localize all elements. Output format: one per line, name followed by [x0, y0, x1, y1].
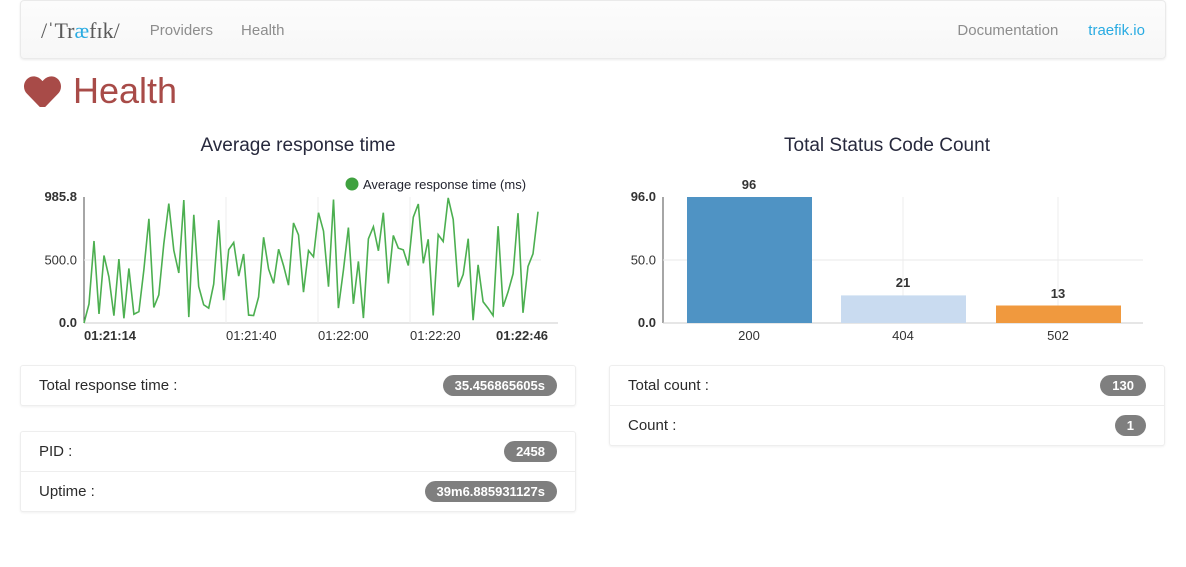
svg-text:96: 96 [742, 177, 756, 192]
svg-text:404: 404 [892, 328, 914, 343]
svg-text:01:22:20: 01:22:20 [410, 328, 461, 343]
svg-text:Average response time (ms): Average response time (ms) [363, 177, 526, 192]
svg-text:21: 21 [896, 275, 910, 290]
svg-text:985.8: 985.8 [44, 189, 77, 204]
svg-text:0.0: 0.0 [638, 315, 656, 330]
svg-text:500.0: 500.0 [44, 253, 77, 268]
svg-text:01:22:46: 01:22:46 [496, 328, 548, 343]
svg-text:96.0: 96.0 [631, 189, 656, 204]
svg-text:01:22:00: 01:22:00 [318, 328, 369, 343]
svg-text:200: 200 [738, 328, 760, 343]
svg-text:01:21:40: 01:21:40 [226, 328, 277, 343]
svg-text:01:21:14: 01:21:14 [84, 328, 137, 343]
svg-text:13: 13 [1051, 286, 1065, 301]
svg-text:50.0: 50.0 [631, 253, 656, 268]
svg-text:502: 502 [1047, 328, 1069, 343]
svg-text:0.0: 0.0 [59, 315, 77, 330]
